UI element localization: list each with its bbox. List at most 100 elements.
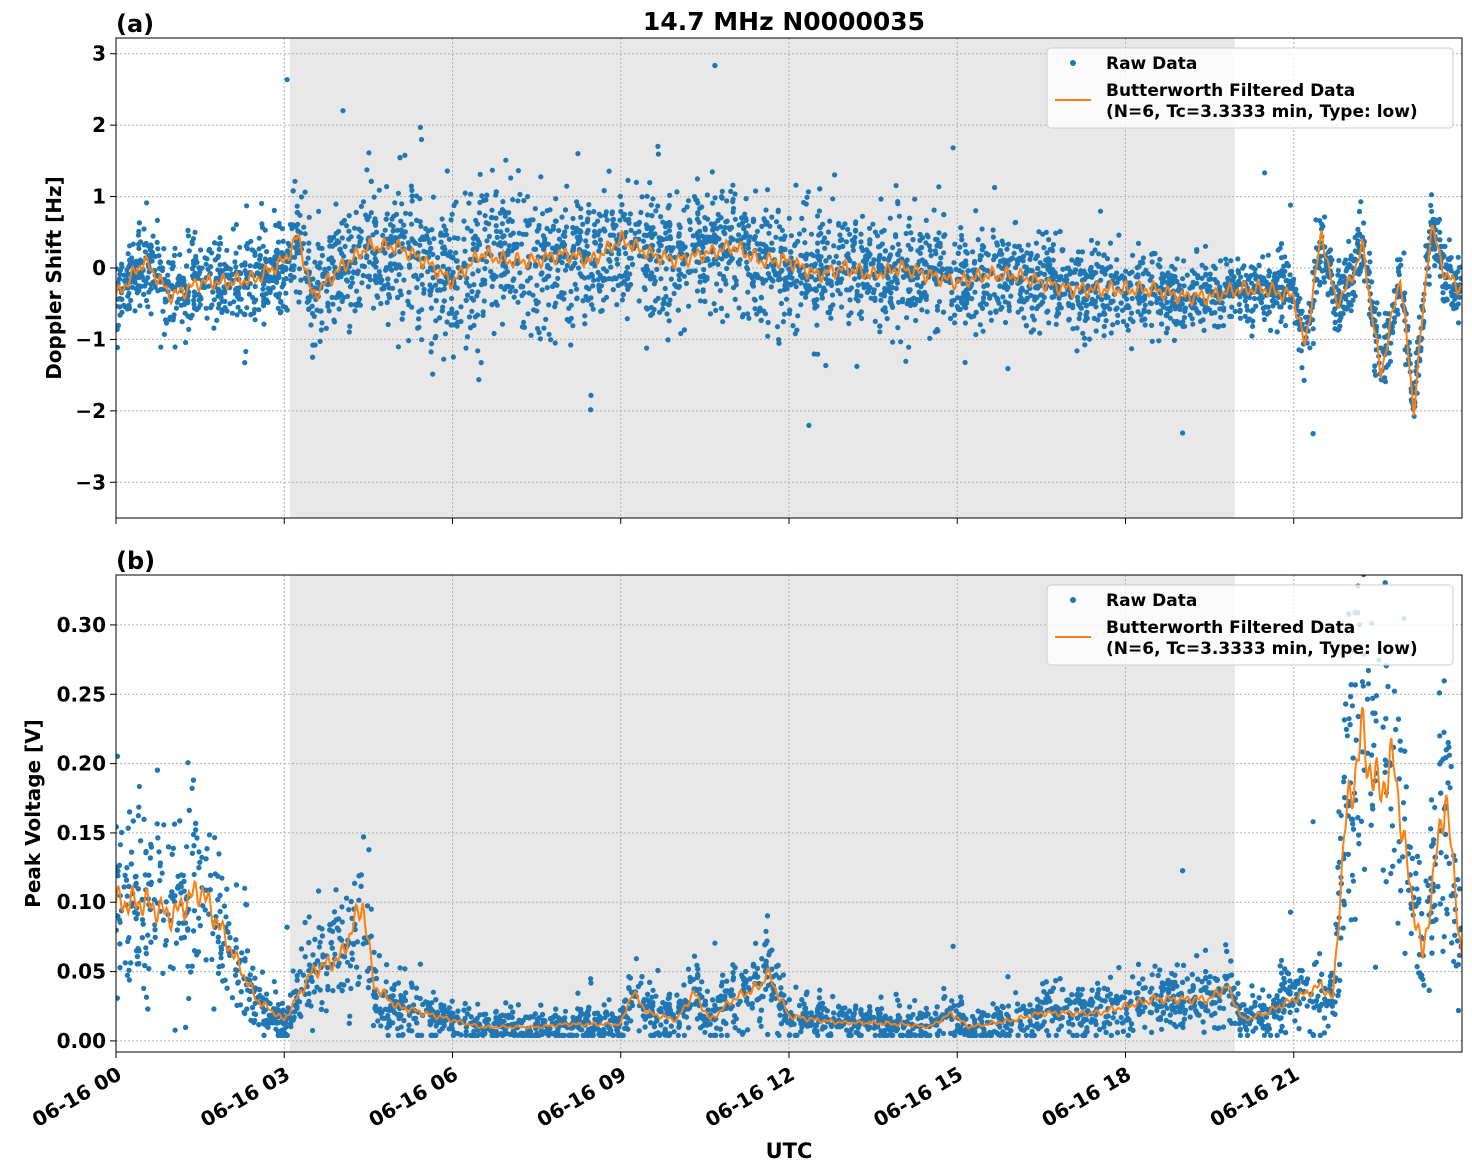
raw-data-point <box>654 267 659 272</box>
raw-data-point <box>553 340 558 345</box>
raw-data-point <box>307 215 312 220</box>
raw-data-point <box>1336 268 1341 273</box>
raw-data-point <box>952 242 957 247</box>
raw-data-point <box>976 237 981 242</box>
raw-data-point <box>253 284 258 289</box>
raw-data-point <box>339 292 344 297</box>
raw-data-point <box>1037 331 1042 336</box>
raw-data-point <box>550 284 555 289</box>
raw-data-point <box>149 244 154 249</box>
raw-data-point <box>316 209 321 214</box>
raw-data-point <box>407 265 412 270</box>
raw-data-point <box>1311 431 1316 436</box>
raw-data-point <box>409 222 414 227</box>
raw-data-point <box>538 174 543 179</box>
raw-data-point <box>164 321 169 326</box>
raw-data-point <box>609 211 614 216</box>
raw-data-point <box>377 188 382 193</box>
raw-data-point <box>835 281 840 286</box>
raw-data-point <box>219 310 224 315</box>
raw-data-point <box>569 303 574 308</box>
raw-data-point <box>852 261 857 266</box>
raw-data-point <box>1080 270 1085 275</box>
raw-data-point <box>272 257 277 262</box>
raw-data-point <box>766 231 771 236</box>
raw-data-point <box>327 238 332 243</box>
raw-data-point <box>883 248 888 253</box>
raw-data-point <box>136 246 141 251</box>
raw-data-point <box>521 320 526 325</box>
raw-data-point <box>837 232 842 237</box>
raw-data-point <box>856 283 861 288</box>
raw-data-point <box>1129 311 1134 316</box>
raw-data-point <box>1376 312 1381 317</box>
raw-data-point <box>205 316 210 321</box>
raw-data-point <box>827 310 832 315</box>
raw-data-point <box>586 251 591 256</box>
raw-data-point <box>466 201 471 206</box>
raw-data-point <box>1314 290 1319 295</box>
raw-data-point <box>261 282 266 287</box>
raw-data-point <box>1401 250 1406 255</box>
raw-data-point <box>191 258 196 263</box>
raw-data-point <box>973 208 978 213</box>
raw-data-point <box>1018 280 1023 285</box>
raw-data-point <box>1345 266 1350 271</box>
raw-data-point <box>319 327 324 332</box>
raw-data-point <box>718 288 723 293</box>
raw-data-point <box>1159 321 1164 326</box>
raw-data-point <box>1182 283 1187 288</box>
raw-data-point <box>513 289 518 294</box>
raw-data-point <box>637 298 642 303</box>
raw-data-point <box>1150 339 1155 344</box>
raw-data-point <box>981 284 986 289</box>
raw-data-point <box>134 286 139 291</box>
raw-data-point <box>744 231 749 236</box>
raw-data-point <box>547 207 552 212</box>
raw-data-point <box>681 208 686 213</box>
raw-data-point <box>677 277 682 282</box>
raw-data-point <box>1064 266 1069 271</box>
raw-data-point <box>888 252 893 257</box>
raw-data-point <box>185 228 190 233</box>
raw-data-point <box>589 302 594 307</box>
raw-data-point <box>433 335 438 340</box>
raw-data-point <box>1208 272 1213 277</box>
raw-data-point <box>1149 323 1154 328</box>
raw-data-point <box>613 223 618 228</box>
raw-data-point <box>614 302 619 307</box>
raw-data-point <box>857 275 862 280</box>
raw-data-point <box>495 235 500 240</box>
raw-data-point <box>1212 310 1217 315</box>
raw-data-point <box>204 256 209 261</box>
raw-data-point <box>264 297 269 302</box>
raw-data-point <box>119 262 124 267</box>
raw-data-point <box>963 296 968 301</box>
raw-data-point <box>847 232 852 237</box>
raw-data-point <box>208 264 213 269</box>
raw-data-point <box>1143 322 1148 327</box>
raw-data-point <box>465 226 470 231</box>
raw-data-point <box>365 217 370 222</box>
raw-data-point <box>636 222 641 227</box>
raw-data-point <box>1095 241 1100 246</box>
raw-data-point <box>730 183 735 188</box>
raw-data-point <box>1227 314 1232 319</box>
raw-data-point <box>385 276 390 281</box>
raw-data-point <box>418 125 423 130</box>
raw-data-point <box>757 247 762 252</box>
raw-data-point <box>387 295 392 300</box>
raw-data-point <box>161 246 166 251</box>
raw-data-point <box>949 302 954 307</box>
raw-data-point <box>844 287 849 292</box>
raw-data-point <box>602 188 607 193</box>
raw-data-point <box>924 293 929 298</box>
raw-data-point <box>1030 305 1035 310</box>
raw-data-point <box>1128 316 1133 321</box>
raw-data-point <box>1090 270 1095 275</box>
raw-data-point <box>801 253 806 258</box>
raw-data-point <box>821 288 826 293</box>
raw-data-point <box>588 407 593 412</box>
raw-data-point <box>259 201 264 206</box>
